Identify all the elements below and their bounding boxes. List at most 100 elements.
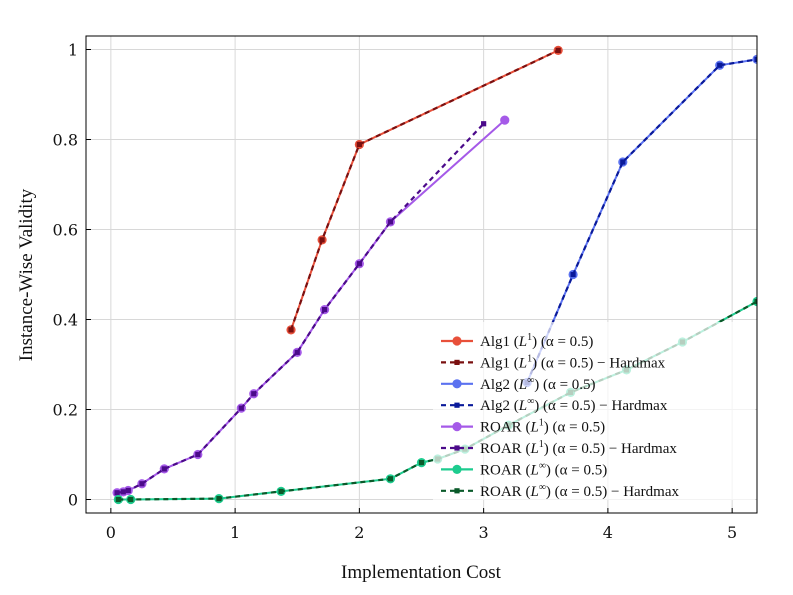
legend-method: Alg2 <box>480 377 510 393</box>
data-point <box>555 47 561 53</box>
legend-entry[interactable]: ROAR (L∞) (α = 0.5) <box>441 460 607 478</box>
legend-norm: ∞ <box>527 375 534 386</box>
legend-swatch-marker <box>452 464 462 474</box>
legend-swatch-marker <box>454 445 460 451</box>
legend-suffix: (α = 0.5) <box>551 462 607 478</box>
legend-norm: 1 <box>539 418 544 429</box>
plot-frame <box>85 35 758 514</box>
legend-method: ROAR <box>480 462 522 478</box>
legend-norm: 1 <box>527 353 532 364</box>
data-point <box>620 159 626 165</box>
legend-entry[interactable]: Alg1 (L1) (α = 0.5) <box>441 332 593 350</box>
legend-close: ) <box>546 462 551 478</box>
ticks: 0 1 2 3 4 5 0 0.2 0.4 0.6 0.8 1 <box>53 41 738 543</box>
legend-label: Alg2 (L∞) (α = 0.5) − Hardmax <box>480 396 668 414</box>
x-tick-label: 1 <box>230 523 240 542</box>
legend-open: ( <box>510 377 519 393</box>
data-point <box>216 496 222 502</box>
data-point <box>278 488 284 494</box>
legend-swatch-marker <box>452 379 462 389</box>
data-point <box>238 405 244 411</box>
legend-label: ROAR (L∞) (α = 0.5) <box>480 460 607 478</box>
legend-swatch-marker <box>452 336 462 346</box>
legend-open: ( <box>510 355 519 371</box>
x-tick-label: 2 <box>354 523 364 542</box>
legend-L: L <box>518 355 527 371</box>
legend-L: L <box>529 484 538 500</box>
data-point <box>161 466 167 472</box>
legend-label: Alg1 (L1) (α = 0.5) <box>480 332 593 350</box>
legend-close: ) <box>544 420 549 436</box>
legend-entry[interactable]: Alg2 (L∞) (α = 0.5) − Hardmax <box>441 396 668 414</box>
legend-suffix: (α = 0.5) − Hardmax <box>551 484 680 500</box>
data-point <box>294 349 300 355</box>
legend-method: ROAR <box>480 420 522 436</box>
legend-entry[interactable]: ROAR (L∞) (α = 0.5) − Hardmax <box>441 482 680 500</box>
legend-close: ) <box>546 484 551 500</box>
data-point <box>356 141 362 148</box>
legend-label: ROAR (L1) (α = 0.5) <box>480 418 605 436</box>
legend-suffix: (α = 0.5) <box>539 377 595 393</box>
legend-label: Alg1 (L1) (α = 0.5) − Hardmax <box>480 353 666 371</box>
x-tick-label: 3 <box>479 523 489 542</box>
legend-method: ROAR <box>480 484 522 500</box>
x-tick-label: 4 <box>603 523 613 542</box>
legend-norm: ∞ <box>539 460 546 471</box>
data-point <box>570 271 576 278</box>
legend-method: Alg1 <box>480 334 510 350</box>
legend-close: ) <box>544 441 549 457</box>
legend-entry[interactable]: Alg1 (L1) (α = 0.5) − Hardmax <box>441 353 666 371</box>
legend[interactable]: Alg1 (L1) (α = 0.5)Alg1 (L1) (α = 0.5) −… <box>433 322 755 500</box>
x-tick-label: 0 <box>106 523 116 542</box>
legend-suffix: (α = 0.5) − Hardmax <box>549 441 678 457</box>
legend-entry[interactable]: Alg2 (L∞) (α = 0.5) <box>441 375 596 393</box>
legend-L: L <box>529 420 538 436</box>
legend-L: L <box>518 398 527 414</box>
legend-method: Alg2 <box>480 398 510 414</box>
series-line <box>289 49 559 331</box>
legend-suffix: (α = 0.5) − Hardmax <box>539 398 668 414</box>
legend-method: Alg1 <box>480 355 510 371</box>
data-point <box>139 481 145 487</box>
y-tick-label: 0.2 <box>53 401 78 420</box>
legend-norm: ∞ <box>527 396 534 407</box>
x-axis-label: Implementation Cost <box>341 562 502 583</box>
data-point <box>418 460 425 466</box>
legend-suffix: (α = 0.5) <box>549 420 605 436</box>
series-line <box>526 58 757 383</box>
y-axis-label: Instance-Wise Validity <box>16 188 37 361</box>
data-point <box>387 219 394 225</box>
legend-norm: 1 <box>539 439 544 450</box>
data-point <box>481 121 487 127</box>
data-point <box>754 298 757 305</box>
legend-swatch-marker <box>454 402 460 408</box>
legend-open: ( <box>522 462 531 478</box>
legend-close: ) <box>534 398 539 414</box>
series-line <box>116 122 485 494</box>
data-point <box>319 237 325 243</box>
data-point <box>288 327 294 333</box>
legend-entry[interactable]: ROAR (L1) (α = 0.5) <box>441 418 605 436</box>
data-point <box>251 391 257 397</box>
legend-norm: ∞ <box>539 482 546 493</box>
legend-open: ( <box>510 398 519 414</box>
legend-close: ) <box>534 377 539 393</box>
series-5 <box>114 121 487 496</box>
legend-L: L <box>518 377 527 393</box>
data-point <box>717 62 723 68</box>
legend-open: ( <box>522 420 531 436</box>
legend-norm: 1 <box>527 332 532 343</box>
data-point <box>356 261 362 267</box>
legend-label: ROAR (L∞) (α = 0.5) − Hardmax <box>480 482 680 500</box>
legend-label: ROAR (L1) (α = 0.5) − Hardmax <box>480 439 677 457</box>
legend-L: L <box>529 441 538 457</box>
y-tick-label: 0.8 <box>53 131 78 150</box>
legend-entry[interactable]: ROAR (L1) (α = 0.5) − Hardmax <box>441 439 677 457</box>
data-point <box>114 490 120 496</box>
legend-label: Alg2 (L∞) (α = 0.5) <box>480 375 596 393</box>
data-point <box>120 489 126 495</box>
data-point <box>115 496 121 503</box>
y-tick-label: 0.4 <box>53 311 78 330</box>
legend-open: ( <box>510 334 519 350</box>
legend-suffix: (α = 0.5) − Hardmax <box>537 355 666 371</box>
